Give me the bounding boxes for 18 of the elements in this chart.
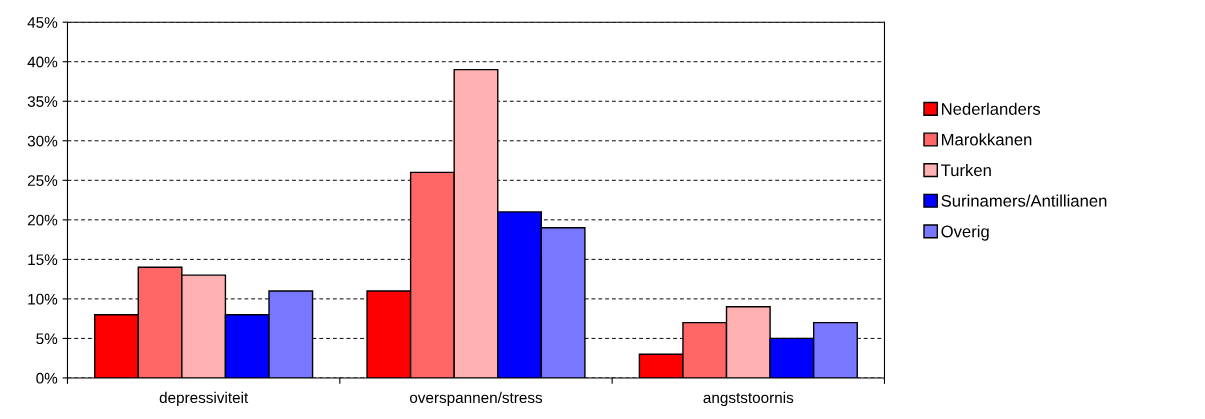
y-tick-label: 30% (27, 135, 58, 147)
y-tick-label: 40% (27, 56, 58, 68)
y-tick-label: 20% (27, 214, 58, 226)
legend-label: Marokkanen (942, 133, 1032, 146)
legend-label: Turken (941, 163, 991, 177)
legend-label: Overig (941, 225, 989, 241)
y-tick-label: 15% (28, 254, 58, 266)
y-tick-label: 35% (27, 96, 58, 107)
y-tick-label: 0% (36, 372, 58, 384)
legend-label: Nederlanders (942, 102, 1041, 115)
y-tick-label: 25% (27, 175, 58, 186)
x-tick-label: depressiviteit (159, 391, 249, 407)
legend-label: Surinamers/Antillianen (941, 194, 1107, 207)
y-tick-label: 10% (28, 293, 58, 305)
x-tick-label: angststoornis (703, 391, 794, 407)
y-tick-label: 5% (36, 333, 58, 345)
y-tick-label: 45% (27, 17, 58, 28)
x-tick-label: overspannen/stress (409, 391, 543, 407)
